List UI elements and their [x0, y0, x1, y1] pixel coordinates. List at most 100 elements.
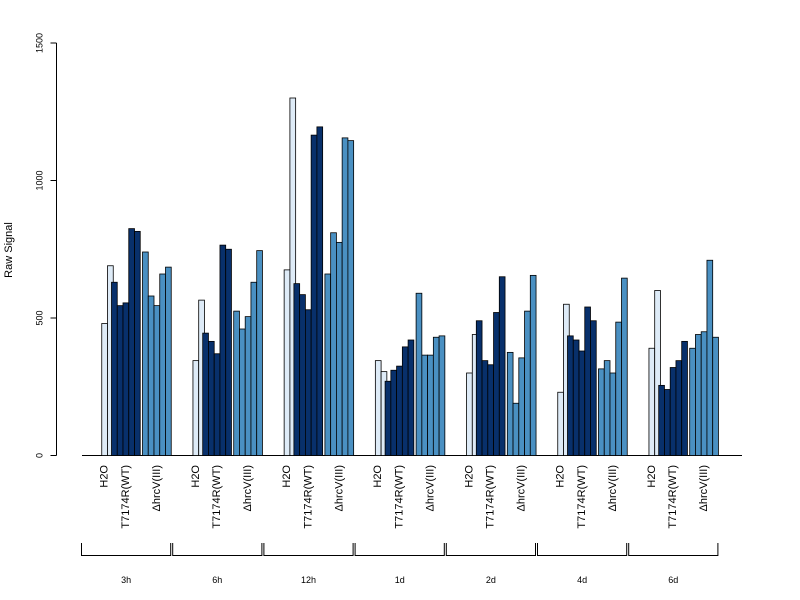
bar — [432, 336, 440, 456]
bar — [557, 391, 564, 456]
bar — [615, 321, 622, 456]
bars — [101, 97, 719, 456]
group-label: 1d — [395, 575, 405, 585]
group-label: 12h — [301, 575, 316, 585]
bar — [695, 334, 702, 456]
bar — [299, 294, 306, 456]
bar — [621, 277, 628, 456]
bar — [498, 276, 506, 456]
category-label: H2O — [463, 465, 475, 488]
bar — [289, 97, 297, 456]
category-labels: H2O T7174R(WT) ΔhrcV(III) H2O T7174R(WT) Δhrc… — [99, 465, 710, 529]
bar — [481, 360, 489, 456]
group-label: 6d — [668, 575, 678, 585]
bar — [147, 295, 155, 456]
bar — [159, 273, 166, 456]
category-label: T7174R(WT) — [485, 465, 497, 529]
category-label: ΔhrcV(III) — [242, 465, 254, 511]
category-label: T7174R(WT) — [667, 465, 679, 529]
category-label: ΔhrcV(III) — [698, 465, 710, 511]
bar — [487, 364, 494, 456]
category-label: ΔhrcV(III) — [424, 465, 436, 511]
category-label: H2O — [646, 465, 658, 488]
bar — [250, 281, 258, 456]
category-label: H2O — [555, 465, 567, 488]
bar — [347, 140, 355, 456]
category-label: T7174R(WT) — [211, 465, 223, 529]
group-label: 6h — [212, 575, 222, 585]
bar — [689, 347, 696, 456]
category-label: H2O — [99, 465, 111, 488]
bar — [438, 335, 446, 456]
bar — [567, 335, 574, 456]
bar — [310, 134, 318, 456]
bar — [598, 368, 605, 456]
bar — [128, 228, 135, 456]
bar — [506, 351, 514, 456]
category-label: T7174R(WT) — [393, 465, 405, 529]
group-brackets: 3h 6h 12h 1d 2d 4d 6d — [81, 543, 719, 585]
group-label: 2d — [486, 575, 496, 585]
y-tick-label: 500 — [35, 310, 45, 325]
bar — [658, 384, 665, 456]
bar — [304, 309, 312, 456]
bar — [116, 305, 124, 456]
bar — [283, 269, 291, 456]
bar — [524, 310, 531, 456]
bar — [202, 332, 209, 456]
bar — [401, 346, 409, 456]
bar — [512, 402, 520, 456]
y-tick-label: 1500 — [35, 33, 45, 53]
bar — [407, 339, 415, 456]
category-label: ΔhrcV(III) — [516, 465, 528, 511]
bar — [101, 323, 108, 456]
bar — [111, 281, 118, 456]
bar — [244, 316, 252, 456]
bar — [415, 292, 423, 456]
bar — [213, 353, 221, 456]
bar — [529, 274, 537, 456]
bar — [293, 283, 301, 456]
bar — [256, 250, 263, 456]
bar — [584, 306, 591, 456]
bar — [330, 232, 337, 456]
bar — [335, 241, 343, 456]
bar — [324, 273, 332, 456]
bar — [134, 230, 141, 456]
bar — [374, 360, 382, 456]
category-label: ΔhrcV(III) — [151, 465, 163, 511]
category-label: T7174R(WT) — [576, 465, 588, 529]
category-label: T7174R(WT) — [120, 465, 132, 529]
bar — [706, 259, 714, 456]
bar — [316, 126, 324, 456]
bar — [390, 369, 398, 456]
bar — [153, 305, 161, 456]
group-label: 4d — [577, 575, 587, 585]
category-label: H2O — [190, 465, 202, 488]
bar — [572, 339, 580, 456]
bar — [225, 248, 232, 456]
y-tick-label: 0 — [35, 453, 45, 458]
bar — [675, 360, 683, 456]
y-axis-label: Raw Signal — [3, 222, 15, 278]
bar — [669, 367, 677, 456]
bar — [681, 340, 688, 456]
bar — [654, 290, 661, 456]
bar — [578, 350, 586, 456]
bar — [712, 336, 719, 456]
bar — [427, 354, 434, 456]
bar — [475, 320, 483, 456]
bar — [165, 266, 172, 456]
bar — [122, 302, 130, 456]
category-label: ΔhrcV(III) — [333, 465, 345, 511]
bar — [648, 347, 656, 456]
bar — [590, 320, 597, 456]
bar — [208, 340, 215, 456]
bar — [142, 251, 149, 456]
category-label: ΔhrcV(III) — [607, 465, 619, 511]
bar — [700, 331, 708, 456]
y-tick-label: 1000 — [35, 170, 45, 190]
bar — [396, 365, 403, 456]
group-label: 3h — [121, 575, 131, 585]
